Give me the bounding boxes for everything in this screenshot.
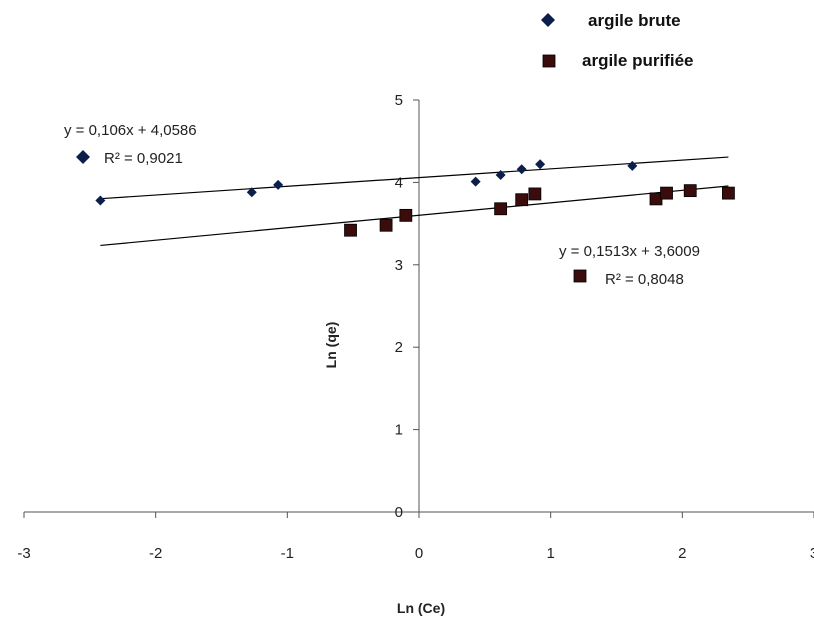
data-point-argile-purifiee: [722, 186, 735, 200]
data-point-argile-purifiee: [494, 202, 508, 216]
legend-diamond-marker: [541, 13, 555, 27]
trendline-equation-brute: y = 0,106x + 4,0586: [64, 122, 197, 139]
y-tick-label: 0: [395, 504, 403, 521]
axes: -3 -2 -1 0 1 2 3 0 1 2 3 4 5: [17, 92, 814, 562]
trendline-label-argile-purifiee: y = 0,1513x + 3,6009 R² = 0,8048: [559, 243, 700, 288]
x-tick-label: -2: [149, 545, 162, 562]
data-point-argile-purifiee: [515, 193, 529, 207]
x-axis-ticks: -3 -2 -1 0 1 2 3: [17, 512, 814, 562]
data-point-argile-purifiee: [399, 208, 413, 222]
data-point-argile-purifiee: [379, 218, 393, 232]
data-point-argile-brute: [627, 160, 638, 171]
y-axis-title: Ln (qe): [323, 322, 339, 369]
y-tick-label: 1: [395, 422, 403, 439]
trendline-r2-purifiee: R² = 0,8048: [605, 271, 684, 288]
data-point-argile-purifiee: [683, 184, 697, 198]
legend-square-marker: [542, 54, 556, 68]
trendline-argile-brute: [100, 156, 729, 200]
trendline-label-marker-square: [573, 269, 587, 283]
data-point-argile-brute: [246, 187, 257, 198]
data-point-argile-purifiee: [660, 186, 673, 200]
trendline-r2-brute: R² = 0,9021: [104, 150, 183, 167]
legend-label-argile-purifiee: argile purifiée: [582, 51, 693, 70]
x-tick-label: 2: [678, 545, 686, 562]
y-tick-label: 3: [395, 257, 403, 274]
trendline-label-argile-brute: y = 0,106x + 4,0586 R² = 0,9021: [64, 122, 197, 167]
y-axis-ticks: 0 1 2 3 4 5: [395, 92, 419, 521]
data-point-argile-purifiee: [528, 187, 542, 201]
trendline-label-marker-diamond: [76, 150, 90, 164]
legend-item-argile-brute: argile brute: [541, 11, 681, 30]
x-tick-label: -3: [17, 545, 30, 562]
data-point-argile-brute: [470, 176, 481, 187]
data-point-argile-purifiee: [344, 223, 357, 237]
trendline-argile-purifiee: [100, 185, 729, 247]
x-tick-label: 1: [546, 545, 554, 562]
y-tick-label: 5: [395, 92, 403, 109]
legend: argile brute argile purifiée: [541, 11, 693, 70]
data-point-argile-brute: [273, 179, 284, 190]
trendline-equation-purifiee: y = 0,1513x + 3,6009: [559, 243, 700, 260]
diamond-marker: [76, 150, 90, 164]
trendlines: [100, 156, 729, 247]
y-tick-label: 2: [395, 339, 403, 356]
data-points: [95, 159, 735, 237]
legend-marker-square: [542, 54, 556, 68]
y-tick-label: 4: [395, 174, 403, 191]
x-tick-label: 3: [810, 545, 814, 562]
legend-item-argile-purifiee: argile purifiée: [542, 51, 693, 70]
x-axis-title: Ln (Ce): [397, 600, 445, 616]
data-point-argile-brute: [535, 159, 546, 170]
data-point-argile-brute: [95, 195, 106, 206]
square-marker: [573, 269, 587, 283]
x-tick-label: 0: [415, 545, 423, 562]
x-tick-label: -1: [281, 545, 294, 562]
legend-label-argile-brute: argile brute: [588, 11, 681, 30]
legend-marker-diamond: [541, 13, 555, 27]
data-point-argile-brute: [495, 169, 506, 180]
data-point-argile-brute: [516, 164, 527, 175]
